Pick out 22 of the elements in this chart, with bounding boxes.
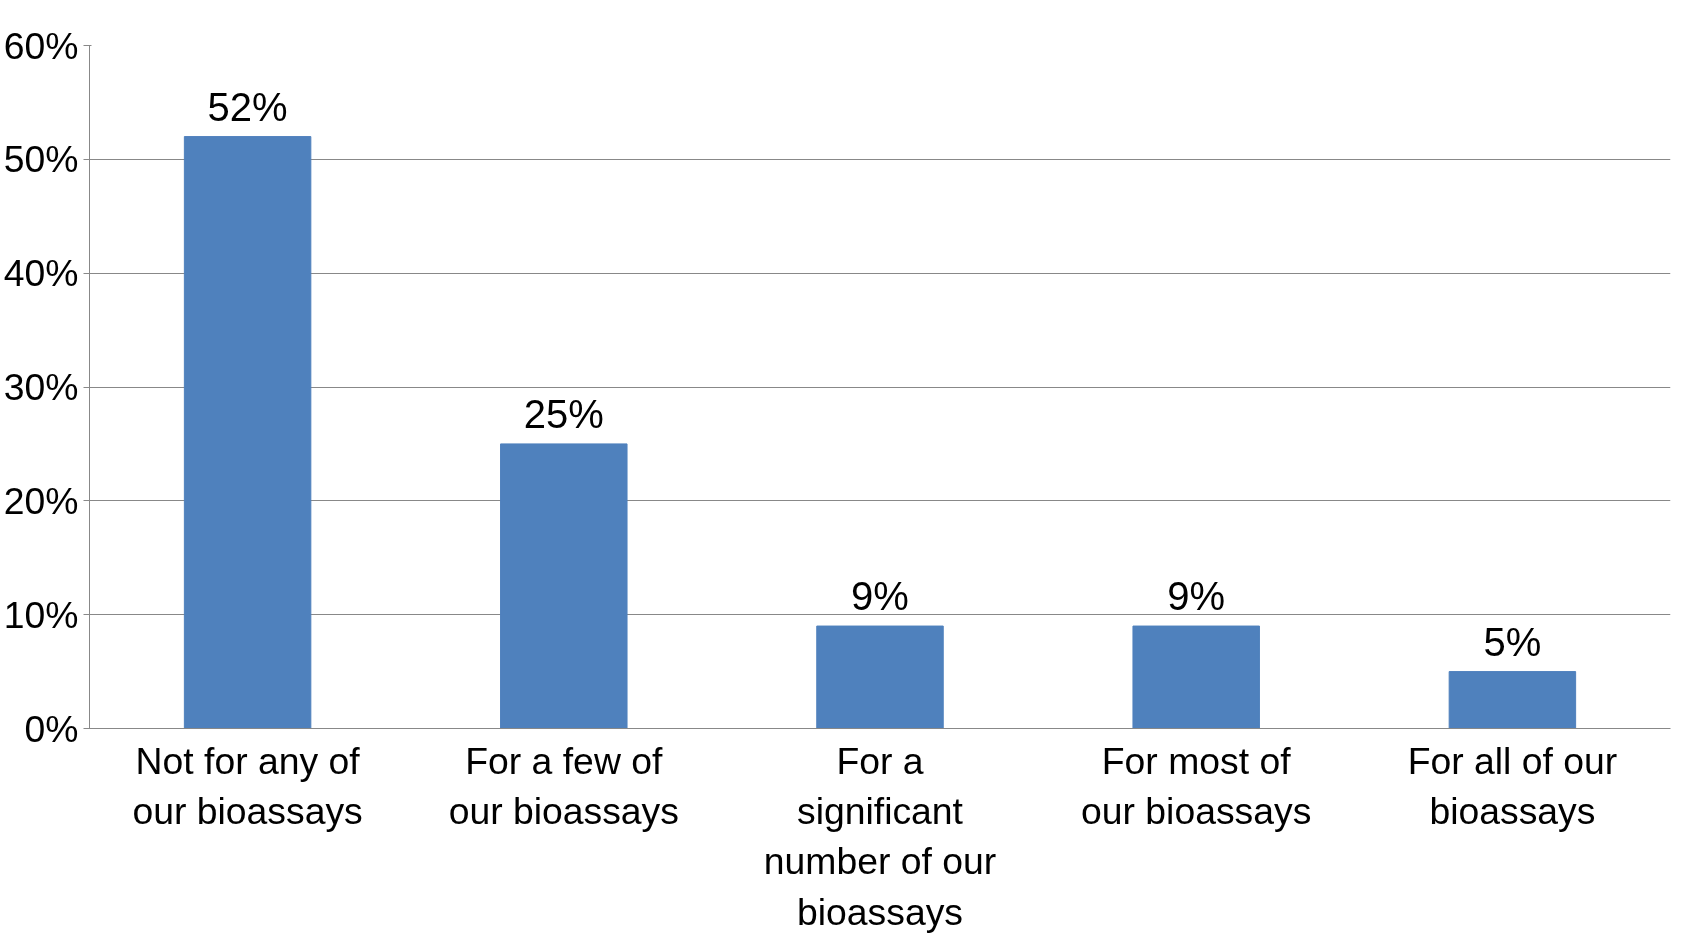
bar	[1448, 671, 1577, 729]
x-tick-label: For a few of our bioassays	[448, 739, 679, 832]
y-tick-label: 60%	[3, 24, 79, 67]
y-tick-label: 50%	[3, 138, 79, 181]
bar	[816, 625, 944, 729]
data-label: 25%	[523, 391, 604, 436]
x-tick-label: For most of our bioassays	[1081, 739, 1312, 832]
y-tick-label: 40%	[3, 252, 79, 295]
x-tick-label: For a significant number of our bioassays	[763, 739, 997, 933]
bar	[500, 443, 628, 729]
y-tick-label: 20%	[3, 479, 79, 522]
data-label: 9%	[851, 574, 909, 619]
y-tick-label: 10%	[3, 593, 79, 636]
data-label: 9%	[1167, 574, 1226, 619]
x-tick-label: For all of our bioassays	[1407, 739, 1618, 832]
data-label: 52%	[207, 84, 288, 129]
y-tick-label: 30%	[3, 366, 79, 408]
bar	[1132, 625, 1260, 729]
y-tick-label: 0%	[24, 707, 79, 750]
bar	[183, 136, 312, 729]
x-tick-label: Not for any of our bioassays	[132, 739, 363, 832]
data-label: 5%	[1483, 619, 1542, 664]
